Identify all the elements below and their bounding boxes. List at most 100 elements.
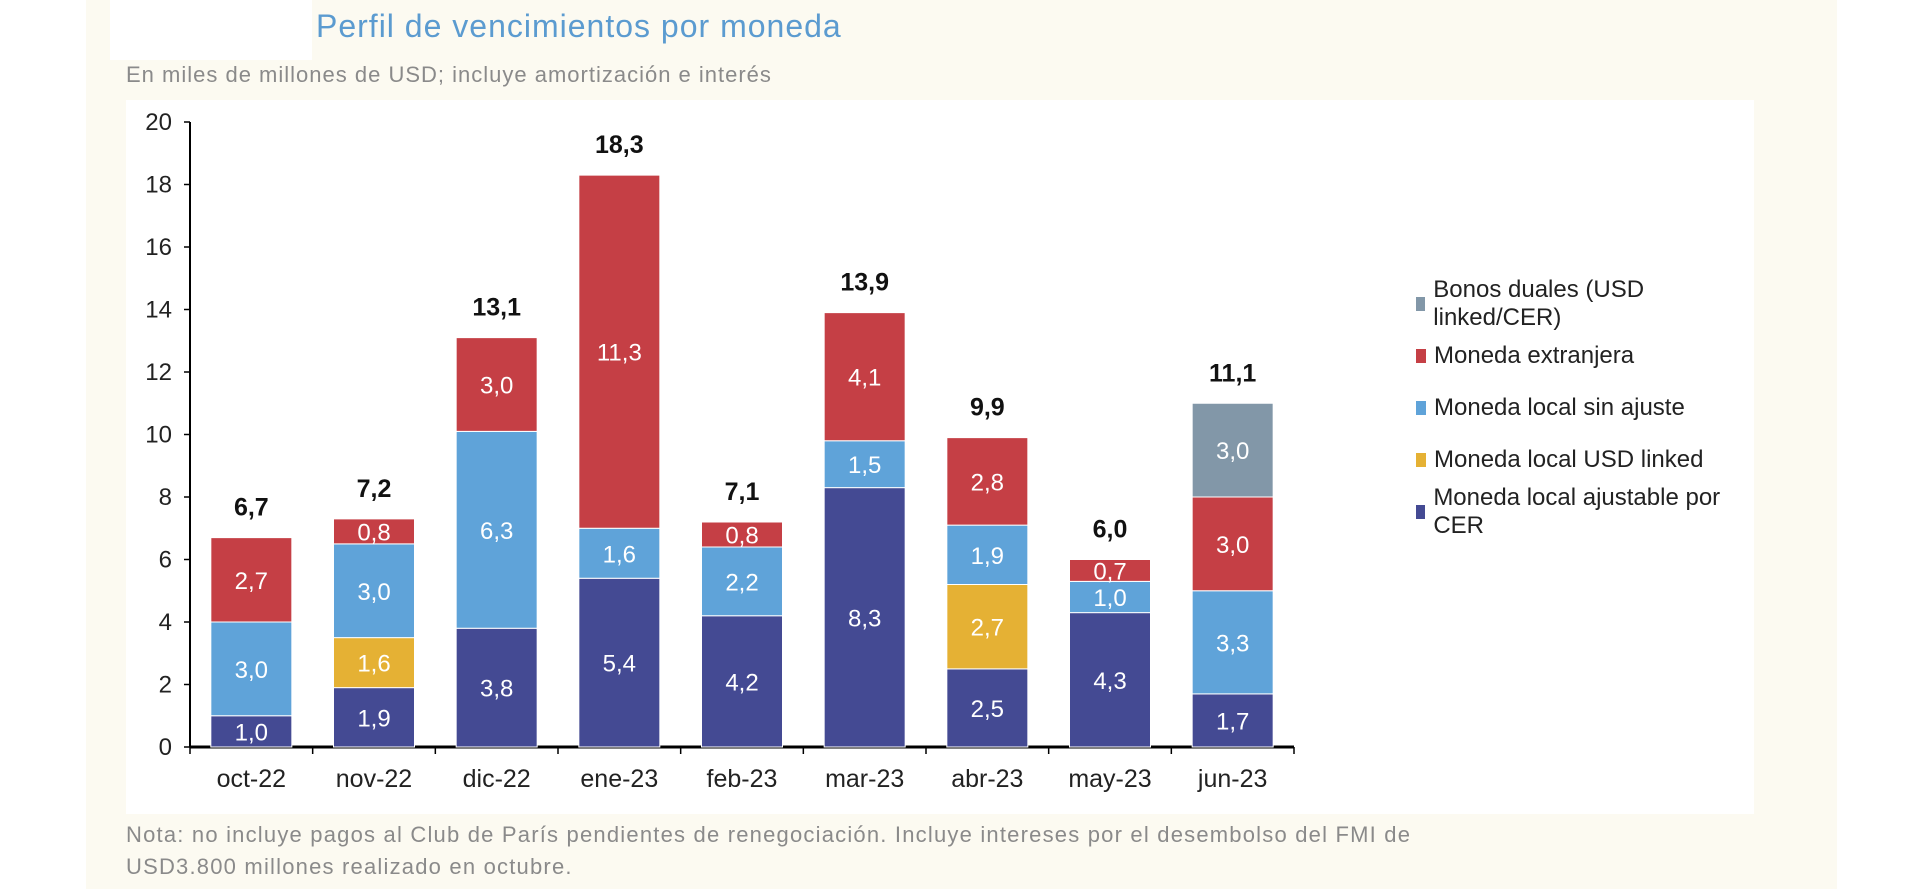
y-tick-label: 10 <box>145 422 172 449</box>
total-label: 6,0 <box>1093 516 1128 544</box>
data-label: 0,7 <box>1093 558 1126 585</box>
total-label: 9,9 <box>970 394 1005 422</box>
total-label: 7,1 <box>725 478 760 506</box>
bar-segment <box>946 668 1029 748</box>
note-line-1: Nota: no incluye pagos al Club de París … <box>126 822 1412 847</box>
y-tick-label: 20 <box>145 109 172 136</box>
data-label: 1,0 <box>1093 585 1126 612</box>
data-label: 3,0 <box>1216 438 1249 465</box>
legend-swatch <box>1416 505 1426 519</box>
bar-segment <box>1069 580 1151 614</box>
data-label: 4,2 <box>725 669 758 696</box>
legend-swatch <box>1416 349 1426 363</box>
data-label: 6,3 <box>480 518 513 545</box>
bar-segment <box>1191 693 1274 748</box>
bar-segment <box>333 518 415 545</box>
data-label: 0,8 <box>725 523 758 550</box>
title-box <box>110 0 312 60</box>
data-label: 1,9 <box>357 705 390 732</box>
note-line-2: USD3.800 millones realizado en octubre. <box>126 854 573 879</box>
y-tick-label: 0 <box>159 734 172 761</box>
bar-segment <box>1069 559 1151 582</box>
bar-segment <box>578 527 661 579</box>
bar-segment <box>946 437 1029 526</box>
data-label: 3,0 <box>357 579 390 606</box>
legend-item: Moneda local sin ajuste <box>1416 382 1754 434</box>
data-label: 1,9 <box>971 543 1004 570</box>
bar-segment <box>333 543 415 639</box>
y-tick-label: 6 <box>159 547 172 574</box>
bar-segment <box>823 312 906 442</box>
bar-segment <box>701 521 783 548</box>
bar-segment <box>333 687 415 748</box>
data-label: 4,3 <box>1093 668 1126 695</box>
data-label: 2,7 <box>235 568 268 595</box>
chart-title: Perfil de vencimientos por moneda <box>316 8 842 44</box>
legend-label: Moneda local USD linked <box>1434 446 1704 473</box>
y-tick-label: 12 <box>145 359 172 386</box>
bar-segment <box>210 621 293 717</box>
data-label: 1,5 <box>848 452 881 479</box>
bar-segment <box>210 537 293 623</box>
legend-swatch <box>1416 401 1426 415</box>
bar-segment <box>455 627 538 748</box>
data-label: 4,1 <box>848 365 881 392</box>
legend-item: Moneda local USD linked <box>1416 434 1754 486</box>
y-tick-label: 14 <box>145 297 172 324</box>
legend-swatch <box>1416 453 1426 467</box>
bar-segment <box>578 577 661 748</box>
data-label: 0,8 <box>357 519 390 546</box>
stacked-bar-chart: 0 2 4 6 8 10 12 14 16 18 20 oct-22 1,0 3,0 2,7 6,7 nov-2… <box>145 109 1295 793</box>
chart-subtitle: En miles de millones de USD; incluye amo… <box>126 62 772 87</box>
bar-segment <box>455 430 538 629</box>
legend-swatch <box>1416 297 1426 311</box>
x-tick-label: may-23 <box>1068 765 1151 793</box>
data-label: 8,3 <box>848 605 881 632</box>
x-tick-label: nov-22 <box>336 765 412 793</box>
data-label: 5,4 <box>603 651 636 678</box>
legend-label: Moneda extranjera <box>1434 342 1635 369</box>
bar-segment <box>578 174 661 529</box>
bar-segment <box>333 637 415 689</box>
bar-segment <box>1191 590 1274 695</box>
bar-segment <box>823 440 906 489</box>
total-label: 7,2 <box>357 475 392 503</box>
legend-label: Moneda local ajustable por CER <box>1433 484 1721 539</box>
data-label: 2,2 <box>725 569 758 596</box>
legend: Bonos duales (USD linked/CER) Moneda extr… <box>1416 276 1754 539</box>
x-tick-label: dic-22 <box>463 765 531 793</box>
x-tick-label: feb-23 <box>707 765 778 793</box>
data-label: 3,0 <box>1216 532 1249 559</box>
x-tick-label: ene-23 <box>580 765 658 793</box>
y-tick-label: 16 <box>145 234 172 261</box>
data-label: 2,8 <box>971 469 1004 496</box>
plot-panel: 0 2 4 6 8 10 12 14 16 18 20 oct-22 1,0 3,0 2,7 6,7 nov-2… <box>126 100 1754 814</box>
y-tick-label: 4 <box>159 609 172 636</box>
data-label: 3,8 <box>480 676 513 703</box>
legend-label: Moneda local sin ajuste <box>1434 394 1685 421</box>
bar-segment <box>946 584 1029 670</box>
x-tick-label: mar-23 <box>825 765 904 793</box>
data-label: 1,6 <box>357 651 390 678</box>
bar-segment <box>823 487 906 748</box>
total-label: 6,7 <box>234 494 269 522</box>
y-tick-label: 18 <box>145 172 172 199</box>
total-label: 18,3 <box>595 131 644 159</box>
bar-segment <box>210 715 293 748</box>
data-label: 3,3 <box>1216 630 1249 657</box>
data-label: 1,0 <box>235 719 268 746</box>
bar-segment <box>1191 496 1274 592</box>
legend-item: Moneda local ajustable por CER <box>1416 484 1754 539</box>
data-label: 1,6 <box>603 541 636 568</box>
bar-segment <box>701 615 783 748</box>
data-label: 2,5 <box>971 696 1004 723</box>
y-tick-label: 8 <box>159 484 172 511</box>
data-label: 11,3 <box>597 340 642 367</box>
x-tick-label: oct-22 <box>217 765 286 793</box>
bar-segment <box>946 524 1029 585</box>
x-tick-label: abr-23 <box>951 765 1023 793</box>
bar-segment <box>1191 402 1274 498</box>
data-label: 3,0 <box>235 657 268 684</box>
data-label: 2,7 <box>971 615 1004 642</box>
x-tick-label: jun-23 <box>1197 765 1268 793</box>
